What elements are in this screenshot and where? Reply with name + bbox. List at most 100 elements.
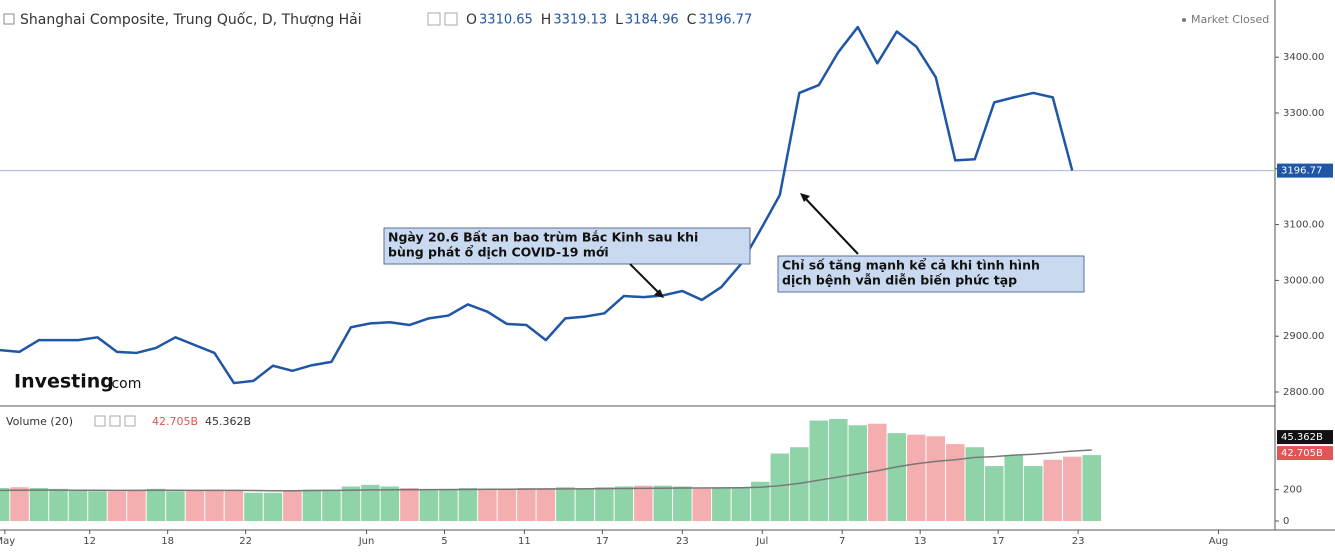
x-tick-label: 18 [161, 536, 174, 547]
x-tick-label: 5 [441, 536, 447, 547]
volume-bar [770, 453, 790, 521]
volume-bar [595, 487, 614, 521]
volume-bar [829, 418, 848, 521]
x-tick-label: Aug [1209, 536, 1229, 547]
volume-icon[interactable] [109, 415, 121, 427]
volume-bar [166, 491, 185, 521]
volume-bar [556, 487, 575, 521]
volume-bar [478, 488, 497, 521]
y-tick-label: 3300.00 [1283, 108, 1324, 119]
y-tick-label: 3000.00 [1283, 275, 1324, 286]
x-tick-label: 12 [83, 536, 96, 547]
annotation-arrow [803, 196, 859, 255]
volume-bar [1043, 459, 1063, 521]
annotation: Ngày 20.6 Bất an bao trùm Bắc Kinh sau k… [388, 230, 698, 245]
volume-ma-line [0, 449, 1092, 492]
x-tick-label: 7 [839, 536, 845, 547]
volume-bar [224, 490, 244, 521]
ohlc-label: O [466, 12, 477, 28]
volume-bar [361, 484, 380, 521]
arrow-head [654, 289, 664, 298]
ohlc-value: 3184.96 [625, 13, 679, 28]
x-tick-label: May [0, 536, 15, 547]
y-tick-label: 2900.00 [1283, 331, 1324, 342]
volume-bar [458, 488, 478, 521]
volume-bar [868, 423, 887, 521]
y-tick-label: 2800.00 [1283, 387, 1324, 398]
annotation: Chỉ số tăng mạnh kể cả khi tình hình [782, 258, 1040, 273]
ohlc-value: 3319.13 [553, 13, 607, 28]
volume-bar [614, 486, 634, 521]
volume-bar [127, 489, 146, 521]
volume-bar [244, 492, 263, 521]
volume-bar [146, 488, 166, 521]
close-icon[interactable] [444, 12, 458, 26]
ohlc-label: C [687, 12, 697, 28]
volume-bar [107, 491, 127, 521]
volume-bar [985, 466, 1004, 521]
volume-ma: 45.362B [205, 415, 251, 428]
volume-bar [68, 490, 88, 521]
volume-bar [575, 488, 595, 521]
x-tick-label: 13 [914, 536, 927, 547]
x-tick-label: 23 [1072, 536, 1085, 547]
volume-bar [1023, 466, 1043, 521]
annotation-box [383, 227, 751, 265]
x-tick-label: Jul [755, 536, 768, 547]
volume-bar [731, 487, 751, 521]
volume-bar [341, 486, 361, 521]
volume-bar [1004, 455, 1024, 521]
arrow-head [800, 193, 810, 202]
x-tick-label: 23 [676, 536, 689, 547]
volume-bar [439, 488, 458, 521]
volume-last-tag-bg [1277, 446, 1333, 461]
ohlc-label: L [615, 12, 623, 28]
annotation: dịch bệnh vẫn diễn biến phức tạp [782, 273, 1017, 288]
x-tick-label: 11 [518, 536, 531, 547]
status-dot [1182, 18, 1186, 22]
y-tick-label: 3100.00 [1283, 220, 1324, 231]
volume-tick-label: 200 [1283, 485, 1302, 496]
volume-bar [634, 485, 653, 521]
volume-bar [380, 486, 400, 521]
brand: Investing [14, 371, 114, 393]
volume-ma-tag-bg [1277, 430, 1333, 445]
volume-tick-label: 0 [1283, 516, 1289, 527]
close-tag-bg [1277, 163, 1333, 178]
volume-icon[interactable] [124, 415, 136, 427]
volume-bar [887, 433, 907, 521]
settings-icon[interactable] [427, 12, 441, 26]
ohlc-label: H [541, 12, 552, 28]
annotation-arrow [629, 263, 663, 297]
volume-bar [653, 485, 673, 521]
volume-bar [965, 447, 985, 521]
volume-bar [49, 488, 68, 521]
x-tick-label: Jun [358, 536, 375, 547]
volume-bar [29, 488, 49, 521]
collapse-icon[interactable] [3, 13, 15, 25]
volume-last-tag: 42.705B [1281, 448, 1323, 459]
volume-bar [673, 486, 692, 521]
volume-ma-tag: 45.362B [1281, 432, 1323, 443]
volume-bar [400, 488, 419, 521]
volume-icon[interactable] [94, 415, 106, 427]
volume-bar [946, 444, 965, 521]
volume-bar [692, 488, 712, 521]
volume-bar [536, 488, 556, 521]
price-line [0, 25, 1074, 385]
market-status: Market Closed [1191, 13, 1269, 26]
volume-bar [10, 487, 29, 521]
volume-bar [302, 489, 322, 521]
chart-title: Shanghai Composite, Trung Quốc, D, Thượn… [20, 11, 362, 28]
annotation: bùng phát ổ dịch COVID-19 mới [388, 245, 609, 260]
volume-bar [0, 488, 10, 521]
volume-bar [419, 489, 439, 521]
volume-bar [322, 489, 341, 521]
volume-bar [1062, 456, 1082, 521]
brand-suffix: .com [107, 376, 141, 392]
volume-bar [790, 447, 809, 521]
ohlc-value: 3196.77 [698, 13, 752, 28]
volume-last: 42.705B [152, 415, 198, 428]
